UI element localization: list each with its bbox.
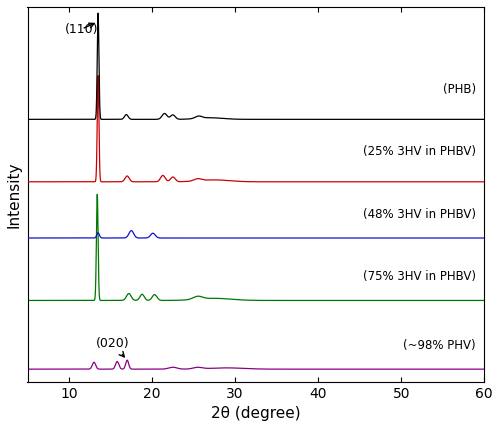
- Y-axis label: Intensity: Intensity: [7, 161, 22, 228]
- X-axis label: 2θ (degree): 2θ (degree): [211, 406, 300, 421]
- Text: (110): (110): [65, 23, 98, 36]
- Text: (75% 3HV in PHBV): (75% 3HV in PHBV): [363, 270, 476, 283]
- Text: (48% 3HV in PHBV): (48% 3HV in PHBV): [363, 208, 476, 220]
- Text: (020): (020): [96, 337, 129, 357]
- Text: (~98% PHV): (~98% PHV): [404, 339, 476, 352]
- Text: (PHB): (PHB): [443, 83, 476, 95]
- Text: (25% 3HV in PHBV): (25% 3HV in PHBV): [363, 145, 476, 158]
